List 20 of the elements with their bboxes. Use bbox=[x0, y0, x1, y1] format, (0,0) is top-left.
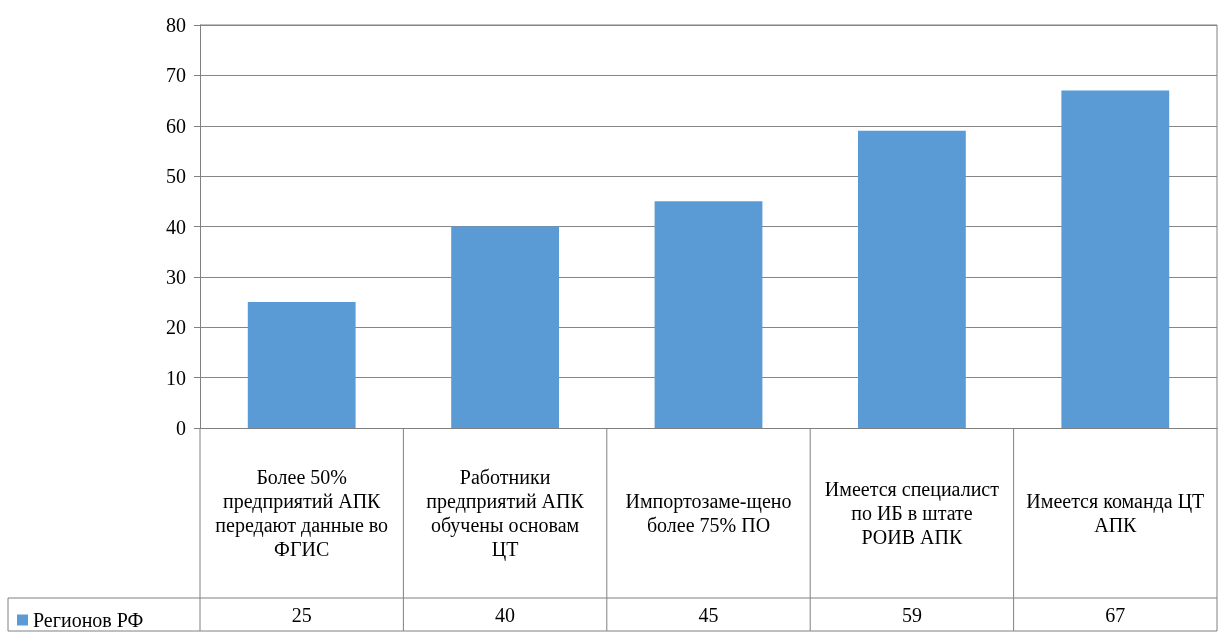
data-label: 40 bbox=[495, 604, 516, 626]
y-tick-label: 0 bbox=[176, 417, 186, 439]
data-label: 45 bbox=[698, 604, 719, 626]
y-tick-label: 30 bbox=[166, 265, 186, 288]
data-label: 59 bbox=[901, 604, 922, 626]
data-label: 67 bbox=[1105, 604, 1126, 626]
y-tick-label: 10 bbox=[166, 366, 186, 389]
y-tick-label: 40 bbox=[166, 215, 186, 238]
y-tick-label: 50 bbox=[166, 165, 186, 188]
x-tick-label: Имеется команда ЦТ АПК bbox=[1026, 490, 1205, 536]
y-tick-label: 60 bbox=[166, 114, 186, 137]
x-tick-label: Более 50% предприятий АПК передают данные во ФГИС bbox=[215, 466, 389, 560]
x-tick-label: Имеется специалист по ИБ в штате РОИВ АПК bbox=[824, 478, 1000, 548]
y-tick-label: 80 bbox=[166, 14, 186, 36]
y-tick-label: 70 bbox=[166, 64, 186, 87]
x-tick-label: Импортозаме-щено более 75% ПО bbox=[625, 490, 792, 536]
x-tick-label: Работники предприятий АПК обучены основам ЦТ bbox=[426, 466, 585, 561]
y-tick-label: 20 bbox=[166, 316, 186, 339]
legend-label: Регионов РФ bbox=[33, 609, 144, 631]
data-label: 25 bbox=[291, 604, 312, 626]
